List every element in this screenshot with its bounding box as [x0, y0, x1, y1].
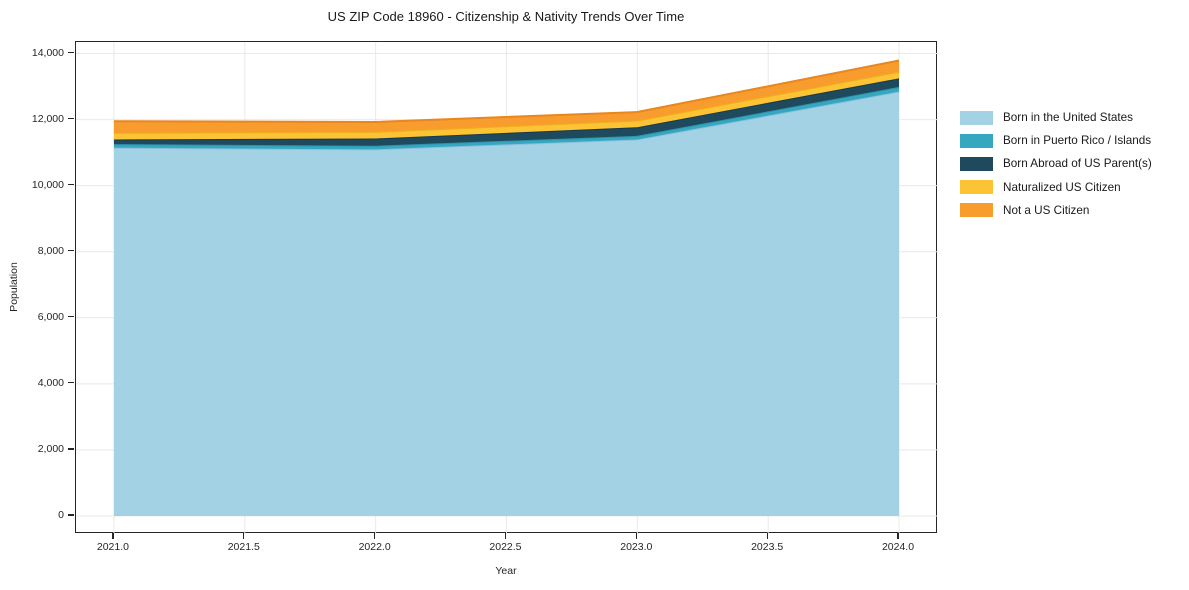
- legend-item-not-a-us-citizen: Not a US Citizen: [960, 199, 1152, 222]
- y-axis-tick-mark: [68, 382, 74, 384]
- area-born-in-the-united-states: [113, 91, 900, 517]
- y-axis-tick-mark: [68, 316, 74, 318]
- y-axis-label: Population: [8, 262, 20, 312]
- x-axis-tick-mark: [112, 533, 114, 539]
- y-axis-tick-mark: [68, 184, 74, 186]
- y-axis-tick-mark: [68, 250, 74, 252]
- x-axis-tick-mark: [374, 533, 376, 539]
- x-axis-tick-label: 2024.0: [881, 541, 915, 553]
- legend-item-label: Born in Puerto Rico / Islands: [1003, 134, 1152, 148]
- y-axis-tick-mark: [68, 118, 74, 120]
- x-axis-tick-mark: [243, 533, 245, 539]
- legend-swatch: [960, 180, 993, 195]
- legend-item-label: Born Abroad of US Parent(s): [1003, 157, 1152, 171]
- x-axis-tick-label: 2022.5: [489, 541, 522, 553]
- area-born-in-puerto-rico-islands: [113, 86, 900, 150]
- legend-item-born-abroad-of-us-parent-s: Born Abroad of US Parent(s): [960, 152, 1152, 175]
- legend-item-label: Naturalized US Citizen: [1003, 180, 1121, 194]
- x-axis-tick-label: 2023.0: [620, 541, 653, 553]
- plot-area: [75, 41, 938, 534]
- edge-not-a-us-citizen: [113, 59, 900, 123]
- legend: Born in the United States Born in Puerto …: [960, 106, 1152, 222]
- x-axis-tick-label: 2021.0: [96, 541, 129, 553]
- y-axis-tick-label: 6,000: [37, 310, 64, 323]
- y-axis-tick-label: 2,000: [37, 442, 64, 455]
- legend-swatch: [960, 110, 993, 125]
- chart-title: US ZIP Code 18960 - Citizenship & Nativi…: [327, 9, 685, 24]
- x-axis-tick-mark: [766, 533, 768, 539]
- x-axis-tick-mark: [897, 533, 899, 539]
- area-not-a-us-citizen: [113, 60, 900, 133]
- x-axis-tick-label: 2022.0: [358, 541, 391, 553]
- y-axis-tick-mark: [68, 51, 74, 54]
- area-born-abroad-of-us-parent-s: [113, 78, 900, 146]
- legend-swatch: [960, 133, 993, 148]
- x-axis-tick-label: 2021.5: [227, 541, 260, 553]
- y-axis-tick-label: 4,000: [37, 376, 64, 389]
- y-axis-tick-label: 14,000: [31, 46, 64, 59]
- y-axis-tick-label: 12,000: [31, 112, 64, 125]
- y-axis-tick-mark: [68, 448, 74, 450]
- x-axis-tick-mark: [504, 533, 507, 539]
- legend-item-label: Not a US Citizen: [1003, 203, 1090, 217]
- legend-item-naturalized-us-citizen: Naturalized US Citizen: [960, 176, 1152, 199]
- legend-swatch: [960, 203, 993, 218]
- x-axis-label: Year: [495, 565, 517, 577]
- legend-item-born-in-puerto-rico-islands: Born in Puerto Rico / Islands: [960, 129, 1152, 152]
- y-axis-tick-mark: [68, 514, 74, 516]
- y-axis-tick-label: 10,000: [31, 178, 64, 191]
- chart-svg: [76, 42, 938, 534]
- x-axis-tick-mark: [635, 533, 637, 539]
- y-axis-tick-label: 8,000: [37, 244, 64, 257]
- legend-swatch: [960, 156, 993, 171]
- legend-item-label: Born in the United States: [1003, 111, 1133, 125]
- legend-item-born-in-the-united-states: Born in the United States: [960, 106, 1152, 129]
- y-axis-tick-label: 0: [58, 508, 64, 521]
- x-axis-tick-label: 2023.5: [751, 541, 784, 553]
